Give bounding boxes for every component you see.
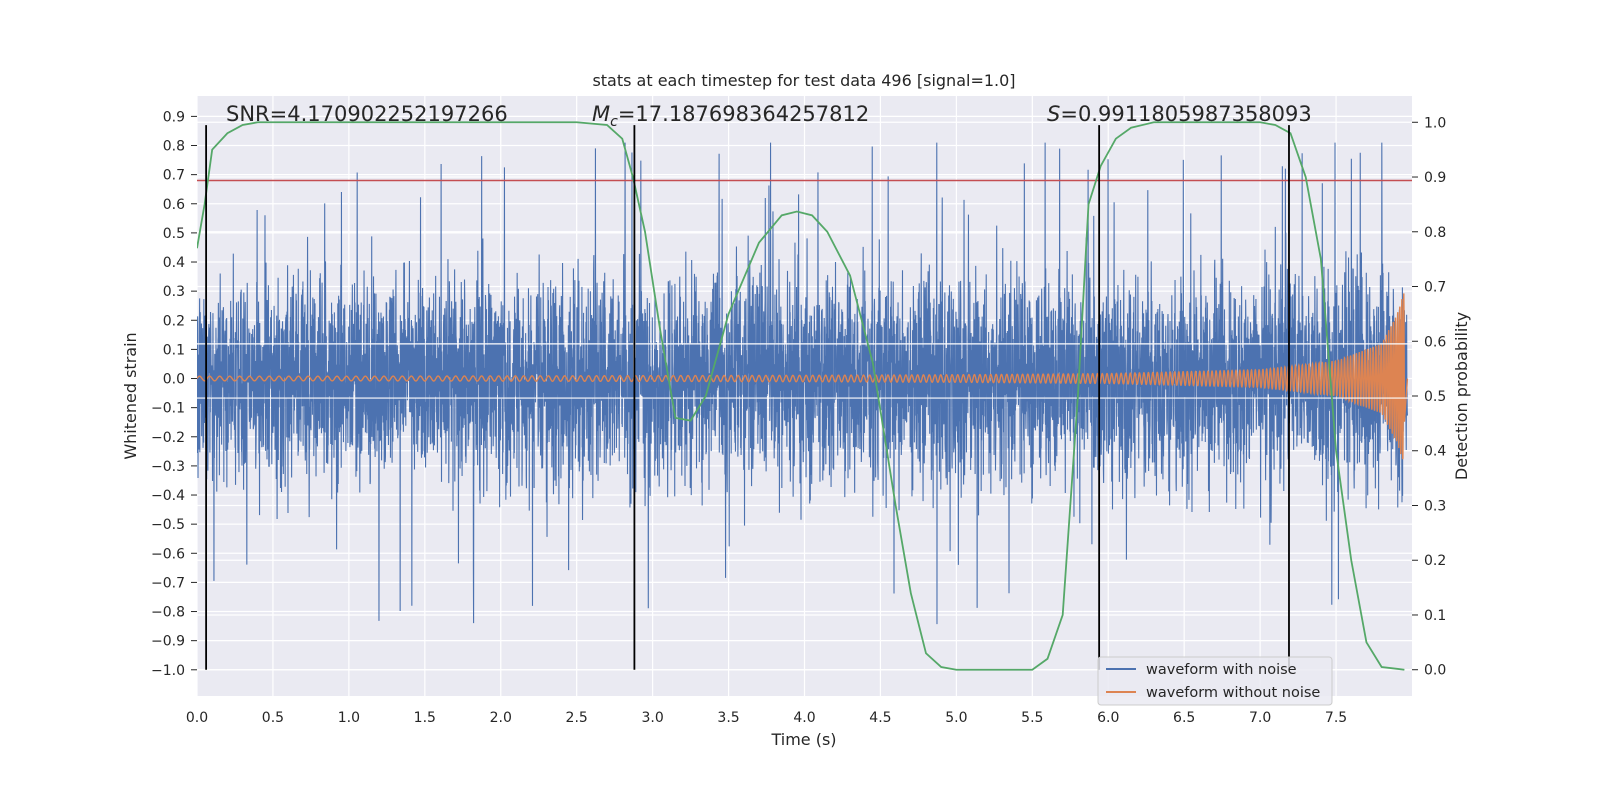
y-tick-label-11: 0.1 bbox=[163, 342, 185, 358]
x-tick-label-13: 6.5 bbox=[1173, 710, 1195, 726]
y-tick-label-0: −1.0 bbox=[151, 663, 185, 679]
y-tick-label-2: −0.8 bbox=[151, 605, 185, 621]
y-tick-label-9: −0.1 bbox=[151, 401, 185, 417]
x-tick-label-4: 2.0 bbox=[490, 710, 512, 726]
x-tick-label-11: 5.5 bbox=[1021, 710, 1043, 726]
series-detection-probability bbox=[197, 121, 1405, 671]
series-waveform-without-noise bbox=[197, 293, 1409, 460]
y-tick-label-19: 0.9 bbox=[163, 109, 185, 125]
y-tick-label-15: 0.5 bbox=[163, 226, 185, 242]
y-axis-ticks: −1.0 −0.9 −0.8 −0.7 −0.6 −0.5 −0.4 −0.3 −0.2 −0.1… bbox=[151, 109, 197, 679]
y-tick-label-18: 0.8 bbox=[163, 139, 185, 155]
x-tick-label-12: 6.0 bbox=[1097, 710, 1119, 726]
y-tick-label-4: −0.6 bbox=[151, 546, 185, 562]
x-axis-label: Time (s) bbox=[770, 730, 836, 749]
series-layer bbox=[197, 121, 1412, 671]
legend: waveform with noise waveform without noi… bbox=[1097, 656, 1333, 706]
right-tick-label-6: 0.6 bbox=[1424, 334, 1446, 350]
right-tick-label-3: 0.3 bbox=[1424, 498, 1446, 514]
right-tick-label-2: 0.2 bbox=[1424, 553, 1446, 569]
x-tick-label-1: 0.5 bbox=[262, 710, 284, 726]
right-tick-label-4: 0.4 bbox=[1424, 444, 1446, 460]
y-tick-label-16: 0.6 bbox=[163, 197, 185, 213]
right-tick-label-7: 0.7 bbox=[1424, 280, 1446, 296]
snr-annotation: SNR=4.170902252197266 bbox=[226, 102, 508, 126]
mc-subscript: c bbox=[610, 114, 618, 130]
y-tick-label-17: 0.7 bbox=[163, 168, 185, 184]
x-tick-label-10: 5.0 bbox=[945, 710, 967, 726]
y-tick-label-7: −0.3 bbox=[151, 459, 185, 475]
x-tick-label-7: 3.5 bbox=[717, 710, 739, 726]
legend-label-noise: waveform with noise bbox=[1146, 662, 1297, 678]
legend-box bbox=[1097, 656, 1333, 706]
y-tick-label-13: 0.3 bbox=[163, 284, 185, 300]
y-axis-label: Whitened strain bbox=[121, 332, 140, 459]
x-tick-label-15: 7.5 bbox=[1325, 710, 1347, 726]
right-tick-label-0: 0.0 bbox=[1424, 663, 1446, 679]
x-tick-label-3: 1.5 bbox=[414, 710, 436, 726]
right-tick-label-1: 0.1 bbox=[1424, 608, 1446, 624]
x-tick-label-9: 4.5 bbox=[869, 710, 891, 726]
y-tick-label-14: 0.4 bbox=[163, 255, 185, 271]
legend-label-clean: waveform without noise bbox=[1146, 685, 1320, 701]
series-waveform-with-noise bbox=[197, 142, 1408, 625]
x-tick-label-6: 3.0 bbox=[641, 710, 663, 726]
y-tick-label-6: −0.4 bbox=[151, 488, 185, 504]
y-tick-label-1: −0.9 bbox=[151, 634, 185, 650]
s-annotation: S=0.9911805987358093 bbox=[1047, 102, 1312, 126]
mc-symbol: M bbox=[592, 102, 610, 126]
chirp-mass-annotation: Mc=17.187698364257812 bbox=[592, 102, 869, 130]
y-tick-label-8: −0.2 bbox=[151, 430, 185, 446]
x-tick-label-0: 0.0 bbox=[186, 710, 208, 726]
x-tick-label-14: 7.0 bbox=[1249, 710, 1271, 726]
right-tick-label-9: 0.9 bbox=[1424, 170, 1446, 186]
y-tick-label-3: −0.7 bbox=[151, 575, 185, 591]
right-axis-label: Detection probability bbox=[1452, 312, 1471, 480]
right-tick-label-8: 0.8 bbox=[1424, 225, 1446, 241]
x-axis-ticks: 0.0 0.5 1.0 1.5 2.0 2.5 3.0 3.5 4.0 4.5 5.0 5.5 6.0 6… bbox=[186, 710, 1347, 726]
right-tick-label-10: 1.0 bbox=[1424, 115, 1446, 131]
y-tick-label-12: 0.2 bbox=[163, 313, 185, 329]
s-value: =0.9911805987358093 bbox=[1060, 102, 1311, 126]
y-tick-label-10: 0.0 bbox=[163, 372, 185, 388]
s-symbol: S bbox=[1047, 102, 1060, 126]
chart-title: stats at each timestep for test data 496… bbox=[592, 71, 1015, 90]
y-tick-label-5: −0.5 bbox=[151, 517, 185, 533]
x-tick-label-8: 4.0 bbox=[793, 710, 815, 726]
right-axis-ticks: 0.0 0.1 0.2 0.3 0.4 0.5 0.6 0.7 0.8 0.9 1.0 bbox=[1412, 115, 1446, 679]
x-tick-label-2: 1.0 bbox=[338, 710, 360, 726]
right-tick-label-5: 0.5 bbox=[1424, 389, 1446, 405]
x-tick-label-5: 2.5 bbox=[566, 710, 588, 726]
mc-value: =17.187698364257812 bbox=[618, 102, 869, 126]
